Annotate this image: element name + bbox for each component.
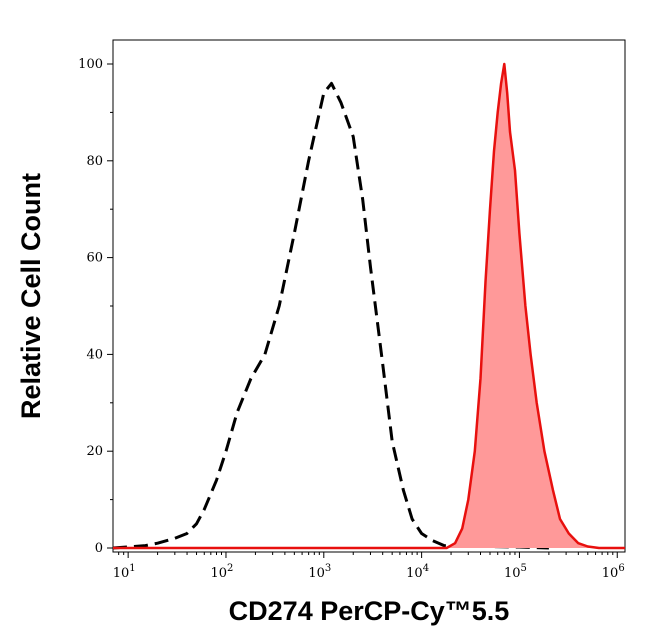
x-tick-label: 101: [113, 563, 136, 581]
x-tick-label: 103: [308, 563, 331, 581]
x-axis-title: CD274 PerCP-Cy™5.5: [229, 596, 510, 626]
y-tick-label: 80: [86, 154, 103, 169]
y-tick-label: 100: [78, 57, 103, 72]
y-axis: 0 20 40 60 80 100: [78, 57, 113, 556]
x-tick-label: 102: [211, 563, 234, 581]
series-2-area: [113, 64, 625, 548]
series-2-line: [113, 62, 625, 550]
y-tick-label: 40: [86, 347, 103, 362]
x-axis: 101 102 103 104 105 106: [113, 552, 625, 581]
y-tick-label: 60: [86, 251, 103, 266]
series-1-line: [112, 81, 549, 550]
x-tick-label: 104: [406, 563, 429, 581]
y-tick-label: 20: [86, 444, 103, 459]
x-tick-label: 105: [504, 563, 527, 581]
plot-frame: [112, 39, 626, 553]
y-axis-title: Relative Cell Count: [16, 173, 46, 419]
x-tick-label: 106: [602, 563, 625, 581]
y-tick-label: 0: [95, 541, 103, 556]
series-layer: [112, 62, 625, 550]
